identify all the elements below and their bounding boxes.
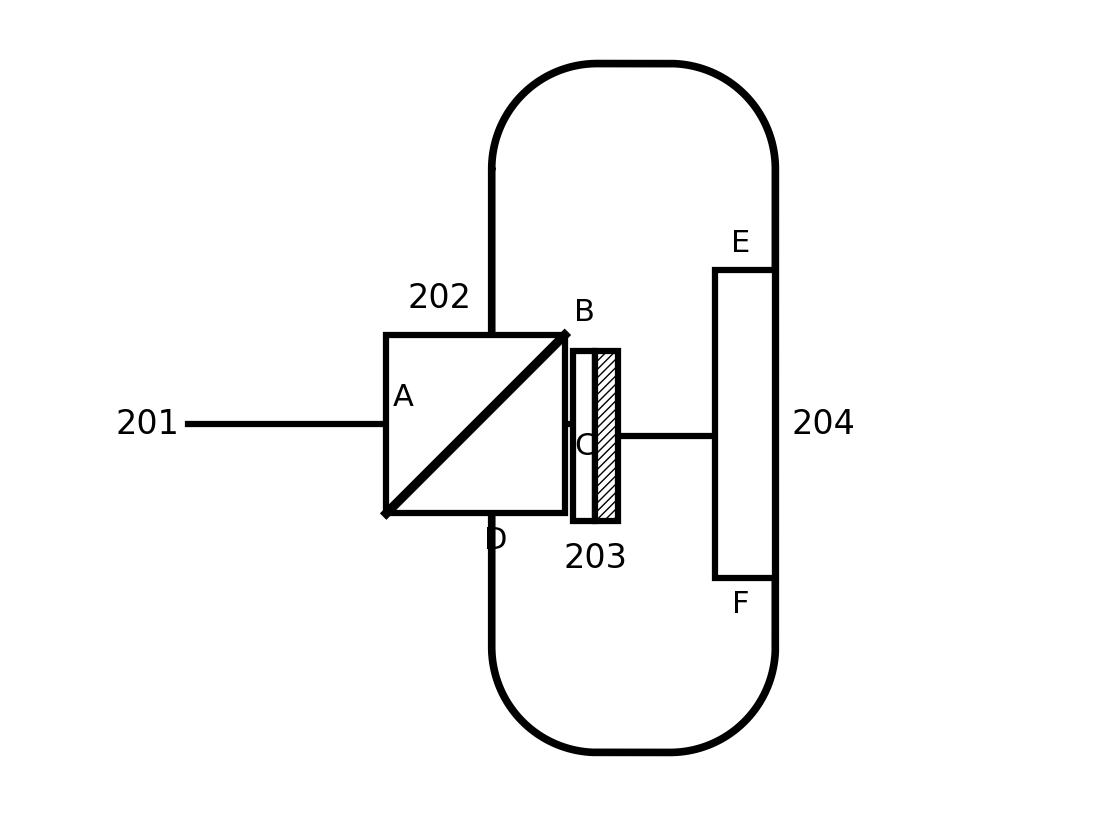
Text: D: D <box>484 526 507 555</box>
Text: 204: 204 <box>791 408 855 441</box>
Bar <box>387 335 565 513</box>
Bar <box>715 270 776 579</box>
Text: 201: 201 <box>116 408 180 441</box>
Text: B: B <box>575 298 596 327</box>
Bar <box>596 351 618 521</box>
Text: E: E <box>732 229 750 258</box>
Text: 203: 203 <box>564 542 628 574</box>
Text: A: A <box>393 383 413 412</box>
Text: C: C <box>575 432 596 461</box>
Text: 202: 202 <box>408 282 472 315</box>
Text: F: F <box>733 590 749 619</box>
Bar <box>572 351 596 521</box>
